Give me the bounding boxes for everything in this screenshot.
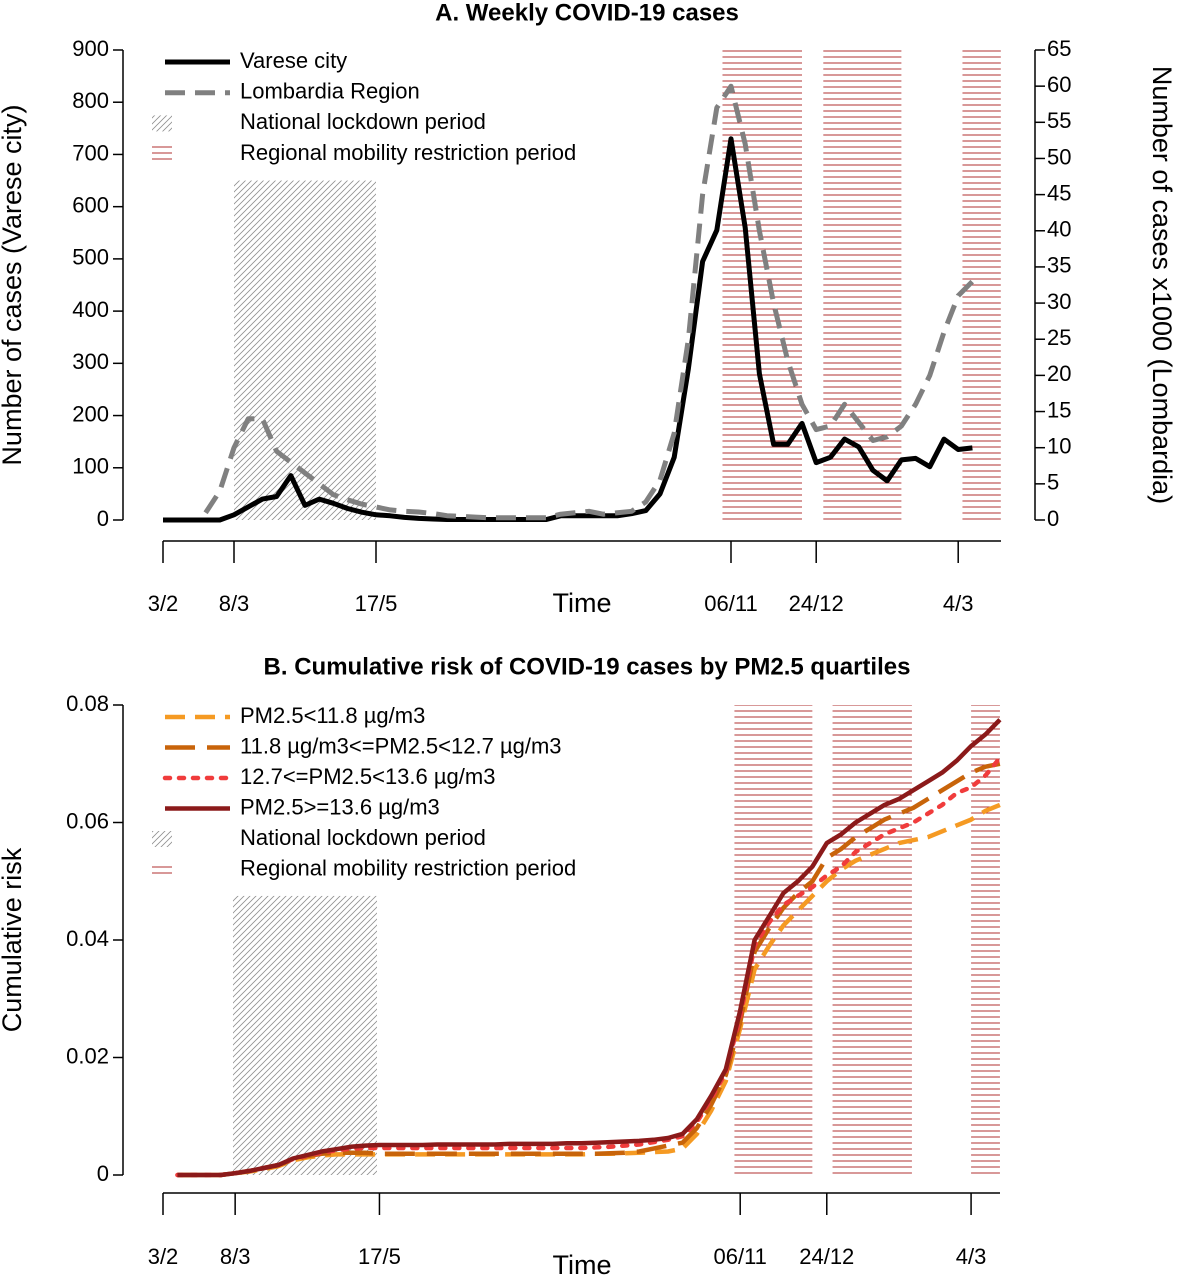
y2-axis-label: Number of cases x1000 (Lombardia): [1147, 66, 1177, 504]
chart-title: A. Weekly COVID-19 cases: [435, 0, 739, 26]
x-tick-label: 06/11: [704, 591, 757, 616]
legend-label: PM2.5<11.8 µg/m3: [240, 703, 425, 728]
y-tick-label: 900: [72, 36, 109, 61]
x-axis-label: Time: [553, 588, 612, 618]
y2-tick-label: 65: [1047, 36, 1071, 61]
x-tick-label: 4/3: [943, 591, 974, 616]
legend-swatch: [152, 861, 172, 878]
x-tick-label: 24/12: [799, 1244, 854, 1269]
x-tick-label: 3/2: [148, 1244, 179, 1269]
y-tick-label: 800: [72, 88, 109, 113]
period-band: [232, 895, 377, 1175]
legend-label: Regional mobility restriction period: [240, 140, 576, 165]
period-band: [234, 180, 376, 521]
y-axis-label: Cumulative risk: [0, 847, 27, 1032]
y-tick-label: 0.08: [66, 691, 109, 716]
y2-tick-label: 55: [1047, 108, 1071, 133]
legend-label: Lombardia Region: [240, 79, 420, 104]
y2-tick-label: 40: [1047, 217, 1071, 242]
x-tick-label: 4/3: [956, 1244, 987, 1269]
chart-title: B. Cumulative risk of COVID-19 cases by …: [264, 653, 911, 680]
y2-tick-label: 20: [1047, 361, 1071, 386]
y2-tick-label: 35: [1047, 253, 1071, 278]
x-tick-label: 17/5: [358, 1244, 401, 1269]
y-tick-label: 400: [72, 297, 109, 322]
y-tick-label: 200: [72, 401, 109, 426]
series-line: [177, 718, 1002, 1178]
x-tick-label: 06/11: [713, 1244, 766, 1269]
legend-label: National lockdown period: [240, 825, 486, 850]
y-tick-label: 0.04: [66, 926, 109, 951]
legend-label: PM2.5>=13.6 µg/m3: [240, 794, 440, 819]
legend-label: 11.8 µg/m3<=PM2.5<12.7 µg/m3: [240, 733, 562, 758]
y2-tick-label: 30: [1047, 289, 1071, 314]
y-axis-label: Number of cases (Varese city): [0, 104, 27, 465]
y2-tick-label: 25: [1047, 325, 1071, 350]
y-tick-label: 600: [72, 192, 109, 217]
legend-label: Regional mobility restriction period: [240, 855, 576, 880]
y-tick-label: 700: [72, 140, 109, 165]
legend-label: Varese city: [240, 48, 347, 73]
legend-label: 12.7<=PM2.5<13.6 µg/m3: [240, 764, 495, 789]
period-band: [823, 50, 902, 520]
x-tick-label: 17/5: [355, 591, 398, 616]
y2-tick-label: 45: [1047, 180, 1071, 205]
y2-tick-label: 0: [1047, 506, 1059, 531]
y-tick-label: 0.02: [66, 1043, 109, 1068]
y2-tick-label: 50: [1047, 144, 1071, 169]
y-tick-label: 500: [72, 245, 109, 270]
x-tick-label: 3/2: [148, 591, 179, 616]
y-tick-label: 0: [97, 1161, 109, 1186]
x-axis-label: Time: [553, 1250, 612, 1280]
x-tick-label: 8/3: [219, 591, 250, 616]
period-band: [722, 50, 802, 520]
y-tick-label: 0.06: [66, 808, 109, 833]
y-tick-label: 100: [72, 454, 109, 479]
series-line: [203, 83, 975, 521]
legend-swatch: [152, 115, 172, 132]
period-band: [832, 705, 912, 1175]
y-tick-label: 300: [72, 349, 109, 374]
y-tick-label: 0: [97, 506, 109, 531]
y2-tick-label: 15: [1047, 397, 1071, 422]
legend-swatch: [152, 831, 172, 847]
y2-tick-label: 60: [1047, 72, 1071, 97]
y2-tick-label: 5: [1047, 470, 1059, 495]
legend-swatch: [152, 146, 172, 163]
x-tick-label: 8/3: [220, 1244, 251, 1269]
legend-label: National lockdown period: [240, 109, 486, 134]
x-tick-label: 24/12: [789, 591, 844, 616]
y2-tick-label: 10: [1047, 434, 1071, 459]
